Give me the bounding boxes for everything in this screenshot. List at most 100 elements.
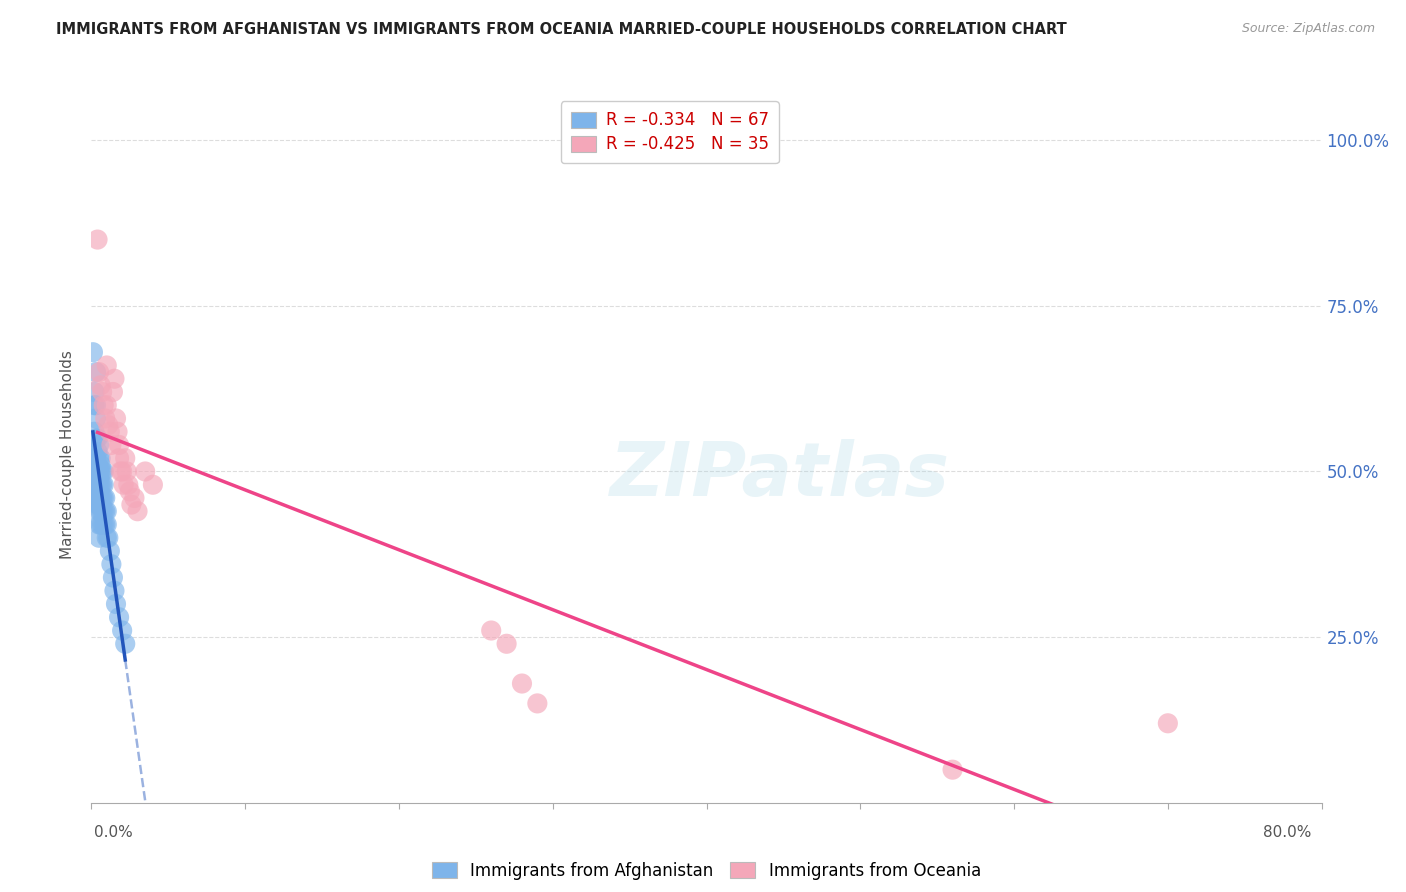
- Point: [87, 477, 110, 491]
- Point: [103, 372, 125, 386]
- Point: [97, 531, 120, 545]
- Point: [84, 431, 107, 445]
- Point: [114, 637, 136, 651]
- Point: [942, 763, 965, 777]
- Point: [526, 697, 548, 711]
- Text: ZIPatlas: ZIPatlas: [610, 439, 950, 512]
- Point: [87, 491, 110, 505]
- Point: [105, 597, 127, 611]
- Point: [84, 398, 107, 412]
- Point: [90, 378, 112, 392]
- Point: [86, 477, 108, 491]
- Point: [115, 465, 138, 479]
- Point: [114, 451, 136, 466]
- Point: [86, 458, 108, 472]
- Text: IMMIGRANTS FROM AFGHANISTAN VS IMMIGRANTS FROM OCEANIA MARRIED-COUPLE HOUSEHOLDS: IMMIGRANTS FROM AFGHANISTAN VS IMMIGRANT…: [56, 22, 1067, 37]
- Point: [84, 491, 107, 505]
- Point: [83, 384, 105, 399]
- Point: [117, 477, 139, 491]
- Point: [94, 411, 117, 425]
- Point: [82, 345, 104, 359]
- Point: [105, 411, 127, 425]
- Point: [90, 517, 112, 532]
- Point: [83, 444, 105, 458]
- Point: [479, 624, 502, 638]
- Point: [91, 491, 114, 505]
- Point: [90, 465, 112, 479]
- Point: [96, 504, 118, 518]
- Point: [86, 484, 108, 499]
- Point: [93, 504, 115, 518]
- Point: [94, 491, 117, 505]
- Point: [107, 425, 129, 439]
- Point: [112, 477, 135, 491]
- Point: [86, 471, 108, 485]
- Point: [93, 517, 115, 532]
- Point: [90, 491, 112, 505]
- Point: [98, 425, 121, 439]
- Point: [93, 398, 115, 412]
- Point: [90, 498, 112, 512]
- Point: [127, 504, 149, 518]
- Point: [96, 359, 118, 373]
- Point: [142, 477, 165, 491]
- Point: [91, 517, 114, 532]
- Point: [90, 504, 112, 518]
- Point: [124, 491, 146, 505]
- Point: [100, 558, 122, 572]
- Text: 0.0%: 0.0%: [94, 825, 134, 840]
- Point: [84, 477, 107, 491]
- Point: [510, 676, 533, 690]
- Point: [87, 465, 110, 479]
- Point: [90, 477, 112, 491]
- Point: [83, 477, 105, 491]
- Point: [93, 491, 115, 505]
- Point: [84, 365, 107, 379]
- Y-axis label: Married-couple Households: Married-couple Households: [60, 351, 76, 559]
- Point: [97, 418, 120, 433]
- Point: [84, 411, 107, 425]
- Point: [495, 637, 517, 651]
- Point: [87, 498, 110, 512]
- Point: [91, 465, 114, 479]
- Point: [101, 570, 124, 584]
- Point: [90, 458, 112, 472]
- Point: [1157, 716, 1180, 731]
- Point: [90, 451, 112, 466]
- Point: [110, 465, 132, 479]
- Point: [87, 451, 110, 466]
- Point: [103, 583, 125, 598]
- Point: [87, 438, 110, 452]
- Point: [134, 465, 156, 479]
- Point: [91, 504, 114, 518]
- Point: [96, 531, 118, 545]
- Point: [86, 465, 108, 479]
- Point: [118, 484, 141, 499]
- Point: [87, 531, 110, 545]
- Point: [98, 544, 121, 558]
- Point: [86, 498, 108, 512]
- Point: [96, 517, 118, 532]
- Point: [94, 517, 117, 532]
- Point: [87, 484, 110, 499]
- Point: [87, 365, 110, 379]
- Legend: Immigrants from Afghanistan, Immigrants from Oceania: Immigrants from Afghanistan, Immigrants …: [423, 854, 990, 888]
- Point: [108, 438, 131, 452]
- Point: [91, 384, 114, 399]
- Point: [87, 517, 110, 532]
- Point: [86, 233, 108, 247]
- Point: [86, 444, 108, 458]
- Point: [100, 438, 122, 452]
- Point: [83, 398, 105, 412]
- Point: [84, 451, 107, 466]
- Point: [111, 624, 134, 638]
- Point: [108, 610, 131, 624]
- Point: [87, 471, 110, 485]
- Point: [93, 477, 115, 491]
- Point: [84, 465, 107, 479]
- Point: [94, 504, 117, 518]
- Text: Source: ZipAtlas.com: Source: ZipAtlas.com: [1241, 22, 1375, 36]
- Point: [82, 451, 104, 466]
- Point: [96, 398, 118, 412]
- Point: [108, 451, 131, 466]
